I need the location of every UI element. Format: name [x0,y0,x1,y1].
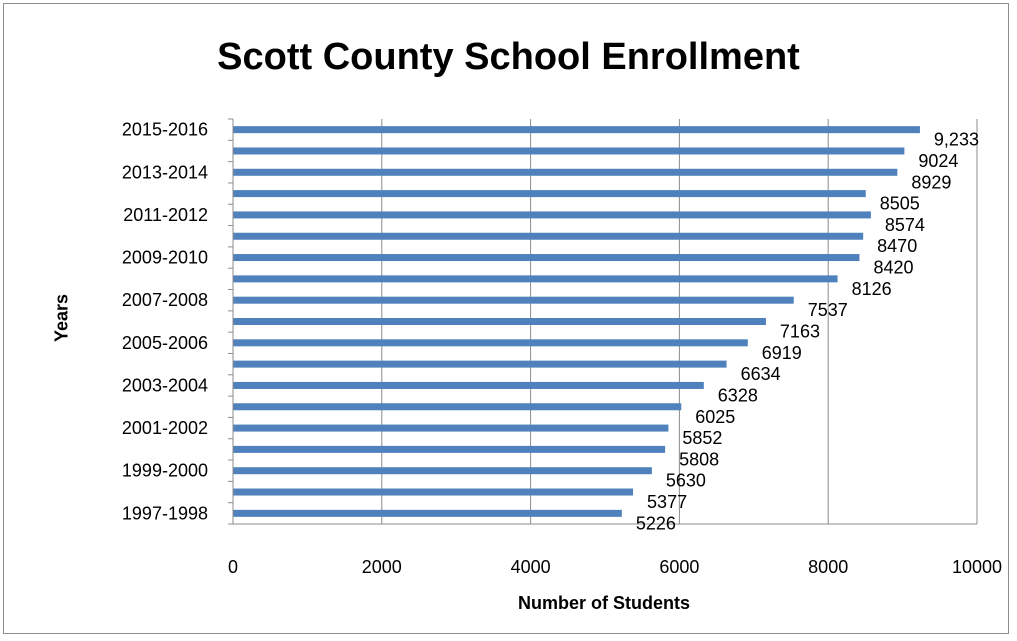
chart-title: Scott County School Enrollment [217,36,800,78]
bar [233,445,666,453]
y-tick-label: 2005-2006 [122,333,208,353]
data-label: 5808 [679,449,719,469]
x-tick-label: 4000 [511,557,551,577]
data-label: 6328 [718,385,758,405]
bar [233,254,860,262]
x-tick-label: 10000 [952,557,1002,577]
x-tick-label: 8000 [808,557,848,577]
data-label: 7163 [780,322,820,342]
y-tick-label: 2007-2008 [122,290,208,310]
bar [233,339,748,347]
y-tick-label: 2011-2012 [123,205,208,225]
bars [233,126,920,517]
bar [233,275,838,283]
data-label: 8470 [877,236,917,256]
y-tick-label: 2015-2016 [122,120,208,140]
y-tick-label: 1999-2000 [122,461,208,481]
y-tick-label: 1997-1998 [122,503,208,523]
axes: 0 2000 4000 6000 8000 10000 1997-1998 1999-2000… [122,118,1002,577]
data-label: 8420 [873,258,913,278]
data-label: 5852 [682,428,722,448]
data-label: 9024 [918,151,958,171]
bar [233,381,704,389]
gridlines [381,119,978,524]
y-tick-label: 2003-2004 [122,375,208,395]
bar [233,211,871,219]
data-label: 5377 [647,492,687,512]
bar [233,147,905,155]
data-label: 6025 [695,407,735,427]
x-tick-label: 0 [228,557,238,577]
data-label: 8505 [880,194,920,214]
data-label: 8574 [885,215,925,235]
y-tick-label: 2013-2014 [122,162,208,182]
data-label: 7537 [808,300,848,320]
data-label: 5226 [636,513,676,533]
x-axis-title: Number of Students [517,593,690,613]
bar [233,190,866,198]
bar [233,318,766,325]
bar [233,424,669,432]
data-labels: 5226537756305808585260256328663469197163… [636,130,979,534]
data-label: 8929 [911,172,951,192]
x-tick-label: 2000 [362,557,402,577]
data-label: 6634 [741,364,781,384]
bar [233,232,864,240]
data-label: 5630 [666,471,706,491]
bar [233,126,920,134]
data-label: 9,233 [934,130,979,150]
bar [233,403,682,411]
data-label: 6919 [762,343,802,363]
x-tick-label: 6000 [659,557,699,577]
bar [233,467,652,475]
y-tick-label: 2001-2002 [122,418,208,438]
y-tick-label: 2009-2010 [122,248,208,268]
data-label: 8126 [852,279,892,299]
bar [233,296,794,304]
bar [233,360,727,368]
bar [233,509,622,517]
bar [233,488,634,496]
bar [233,168,898,176]
